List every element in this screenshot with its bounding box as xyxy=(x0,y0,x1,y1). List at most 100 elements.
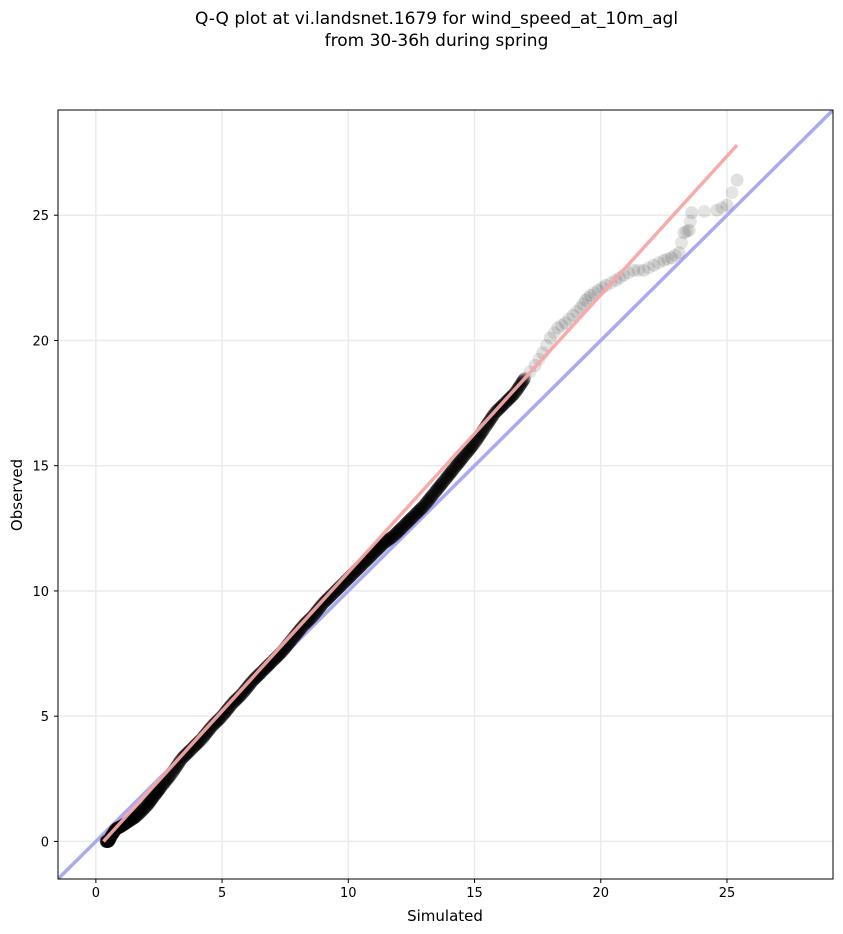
data-point xyxy=(484,412,498,426)
data-point xyxy=(240,680,254,694)
data-point xyxy=(315,598,329,612)
data-point xyxy=(148,787,162,801)
data-point xyxy=(410,506,424,520)
data-point xyxy=(460,445,474,459)
data-point xyxy=(384,531,398,545)
data-point xyxy=(392,524,406,538)
data-point xyxy=(382,533,396,547)
data-point xyxy=(555,318,569,332)
data-point xyxy=(456,450,470,464)
data-point xyxy=(415,501,429,515)
data-point xyxy=(100,834,114,848)
y-tick-label: 10 xyxy=(32,585,49,600)
data-point xyxy=(397,519,411,533)
data-point xyxy=(401,515,415,529)
data-point xyxy=(127,811,141,825)
data-point xyxy=(652,256,666,270)
y-tick-label: 0 xyxy=(41,835,49,850)
data-point xyxy=(446,462,460,476)
data-point xyxy=(452,455,466,469)
data-point xyxy=(730,173,744,187)
data-point xyxy=(403,513,417,527)
data-point xyxy=(416,500,430,514)
data-point xyxy=(576,297,590,311)
data-point xyxy=(385,530,399,544)
data-point xyxy=(462,442,476,456)
data-point xyxy=(149,786,163,800)
data-point xyxy=(500,394,514,408)
data-point xyxy=(398,518,412,532)
data-point xyxy=(683,214,697,228)
data-point xyxy=(483,414,497,428)
data-point xyxy=(506,388,520,402)
data-point xyxy=(141,797,155,811)
data-point xyxy=(421,494,435,508)
data-point xyxy=(408,508,422,522)
data-point xyxy=(581,291,595,305)
data-point xyxy=(316,596,330,610)
data-point xyxy=(509,385,523,399)
data-point xyxy=(466,439,480,453)
data-point xyxy=(632,263,646,277)
data-point xyxy=(406,510,420,524)
data-point xyxy=(112,820,126,834)
data-point xyxy=(182,745,196,759)
data-point xyxy=(399,517,413,531)
data-point xyxy=(114,820,128,834)
data-point xyxy=(682,223,696,237)
data-point xyxy=(298,617,312,631)
data-point xyxy=(243,677,257,691)
data-point xyxy=(420,495,434,509)
data-point xyxy=(431,481,445,495)
data-point xyxy=(129,810,142,824)
data-point xyxy=(543,331,557,345)
data-point xyxy=(434,477,448,491)
data-point xyxy=(175,752,189,766)
data-point xyxy=(113,820,127,834)
data-point xyxy=(672,246,686,260)
chart-title-line-1: Q-Q plot at vi.landsnet.1679 for wind_sp… xyxy=(194,9,679,29)
data-point xyxy=(642,261,656,275)
data-point xyxy=(458,447,472,461)
data-point xyxy=(454,452,468,466)
data-point xyxy=(137,801,151,815)
data-point xyxy=(226,696,240,710)
data-point xyxy=(510,383,524,397)
data-point xyxy=(668,248,682,262)
data-point xyxy=(501,393,515,407)
x-tick-label: 5 xyxy=(218,886,226,901)
chart-title: Q-Q plot at vi.landsnet.1679 for wind_sp… xyxy=(0,8,843,52)
data-point xyxy=(551,321,565,335)
data-point xyxy=(133,805,147,819)
data-point xyxy=(148,788,162,802)
data-point xyxy=(566,308,580,322)
data-point xyxy=(613,271,627,285)
data-point xyxy=(388,528,402,542)
data-point xyxy=(297,618,311,632)
data-point xyxy=(103,831,117,845)
data-point xyxy=(419,496,433,510)
x-tick-label: 15 xyxy=(466,886,483,901)
data-point xyxy=(145,792,159,806)
data-point xyxy=(562,312,576,326)
data-point xyxy=(228,694,242,708)
data-point xyxy=(664,251,678,265)
data-point xyxy=(144,793,158,807)
data-point xyxy=(319,593,333,607)
data-point xyxy=(459,446,473,460)
data-point xyxy=(502,392,516,406)
data-point xyxy=(176,751,190,765)
data-point xyxy=(246,673,260,687)
data-point xyxy=(225,697,239,711)
data-point xyxy=(293,623,307,637)
data-point xyxy=(414,502,428,516)
data-point xyxy=(143,794,157,808)
data-point xyxy=(413,503,427,517)
data-point xyxy=(380,534,394,548)
data-point xyxy=(183,744,197,758)
data-point xyxy=(174,753,188,767)
data-point xyxy=(675,236,689,250)
data-point xyxy=(177,750,191,764)
data-point xyxy=(227,695,241,709)
y-tick-label: 20 xyxy=(32,334,49,349)
